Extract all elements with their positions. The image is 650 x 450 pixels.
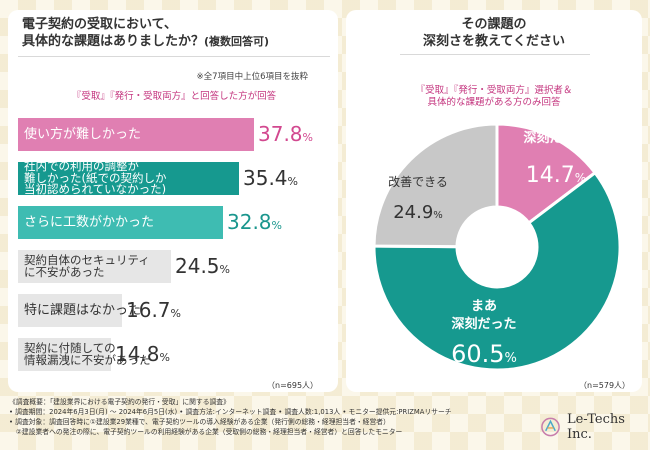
left-condition: 『受取』『発行・受取両方』と回答した方が回答 (18, 91, 330, 103)
donut-label: 改善できる (388, 174, 448, 189)
donut-value-number: 24.9 (393, 202, 433, 223)
bar-value-number: 24.5 (175, 254, 220, 278)
bar-value-unit: % (287, 175, 298, 188)
bar-label-1: 使い方が難しかった (24, 118, 141, 151)
left-question-title: 電子契約の受取において、 具体的な課題はありましたか？(複数回答可) (22, 16, 327, 50)
bar-label-4: 契約自体のセキュリティ に不安があった (24, 250, 150, 283)
bar-label-2: 社内での利用の調整が 難しかった(紙での契約しか 当初認められていなかった) (24, 159, 167, 197)
bar-label-line: 契約自体のセキュリティ (24, 253, 150, 267)
bar-label-3: さらに工数がかかった (24, 206, 154, 239)
selection-note: ※全7項目中上位6項目を抜粋 (196, 72, 308, 82)
bar-label-line: 特に課題はなかった (24, 302, 142, 318)
donut-value-2: 60.5% (451, 340, 517, 368)
left-title-suffix: (複数回答可) (204, 35, 270, 48)
footnote-line2: • 調査期間：2024年6月3日(月) ～ 2024年6月5日(水) • 調査方… (9, 408, 452, 416)
donut-slice-3 (372, 122, 499, 249)
donut-value-unit: % (505, 351, 517, 366)
left-panel (8, 10, 338, 392)
left-title-line2: 具体的な課題はありましたか？ (22, 34, 205, 49)
right-title-line1: その課題の (461, 17, 527, 32)
bar-value-number: 35.4 (243, 166, 288, 190)
bar-value-unit: % (159, 351, 170, 364)
donut-value-unit: % (575, 171, 586, 185)
right-condition-line1: 『受取』『発行・受取両方』選択者＆ (415, 85, 573, 96)
donut-value-unit: % (433, 210, 443, 221)
bar-5: 特に課題はなかった (18, 294, 141, 327)
right-condition: 『受取』『発行・受取両方』選択者＆ 具体的な課題がある方のみ回答 (352, 85, 636, 109)
left-title-divider (18, 56, 330, 57)
bar-label-line: 契約に付随しての (24, 341, 116, 355)
bar-1: 使い方が難しかった (18, 118, 254, 151)
donut-value-3: 24.9% (393, 202, 443, 223)
donut-label: まあ (471, 299, 497, 314)
right-title-divider (400, 54, 590, 55)
logo-text: Le-Techs Inc. (566, 412, 625, 442)
bar-value-6: 14.8% (115, 342, 170, 366)
bar-value-unit: % (302, 131, 313, 144)
bar-value-5: 16.7% (126, 298, 181, 322)
company-logo: Le-Techs Inc. (540, 412, 650, 442)
bar-value-number: 16.7 (126, 298, 171, 322)
donut-value-1: 14.7% (526, 163, 586, 188)
bar-label-line: 社内での利用の調整が (24, 159, 139, 174)
left-sample-size: （n=695人） (267, 381, 319, 390)
donut-value-number: 60.5 (451, 340, 504, 368)
donut-label: 深刻だった (523, 130, 588, 146)
bar-label-line: 情報漏洩に不安があった (24, 352, 151, 367)
right-sample-size: （n=579人） (579, 381, 631, 390)
donut-slice-1 (495, 122, 598, 225)
survey-footnote: 《調査概要：「建設業界における電子契約の発行・受取」に関する調査》 • 調査期間… (9, 397, 452, 437)
right-question-title: その課題の 深刻さを教えてください (352, 16, 636, 50)
bar-4: 契約自体のセキュリティ に不安があった (18, 250, 171, 283)
bar-3: さらに工数がかかった (18, 206, 223, 239)
bar-value-2: 35.4% (243, 166, 298, 190)
bar-label-line: 難しかった(紙での契約しか (24, 170, 167, 185)
bar-value-number: 32.8 (227, 210, 272, 234)
right-title-line2: 深刻さを教えてください (423, 34, 565, 49)
bar-value-number: 14.8 (115, 342, 160, 366)
bar-label-6: 契約に付随しての 情報漏洩に不安があった (24, 338, 151, 371)
right-condition-line2: 具体的な課題がある方のみ回答 (427, 97, 561, 108)
bar-value-unit: % (170, 307, 181, 320)
bar-2: 社内での利用の調整が 難しかった(紙での契約しか 当初認められていなかった) (18, 159, 239, 197)
footnote-line1: 《調査概要：「建設業界における電子契約の発行・受取」に関する調査》 (9, 398, 230, 406)
bar-label-line: に不安があった (24, 264, 105, 279)
bar-6: 契約に付随しての 情報漏洩に不安があった (18, 338, 151, 371)
bar-label-5: 特に課題はなかった (24, 294, 141, 327)
donut-slice-2 (372, 170, 622, 372)
donut-value-number: 14.7 (526, 163, 575, 188)
left-title-line1: 電子契約の受取において、 (22, 17, 177, 32)
bar-value-unit: % (271, 219, 282, 232)
bar-label-line: 使い方が難しかった (24, 126, 142, 142)
footnote-line4: ②建設業者への発注の際に、電子契約ツールの利用経験がある企業（受取側の総務・経理… (9, 428, 403, 436)
bar-label-line: 当初認められていなかった) (24, 182, 167, 197)
donut-label: 深刻だった (451, 316, 516, 332)
bar-value-4: 24.5% (175, 254, 230, 278)
bar-value-1: 37.8% (258, 122, 313, 146)
footnote-line3: • 調査対象：調査回答時に①建設業29業種で、電子契約ツールの導入経験がある企業… (9, 418, 390, 426)
bar-value-unit: % (219, 263, 230, 276)
bar-label-line: さらに工数がかかった (24, 214, 155, 230)
left-condition-text: 『受取』『発行・受取両方』と回答した方が回答 (71, 91, 277, 102)
bar-value-3: 32.8% (227, 210, 282, 234)
logo-mark-icon (541, 417, 560, 437)
bar-value-number: 37.8 (258, 122, 303, 146)
